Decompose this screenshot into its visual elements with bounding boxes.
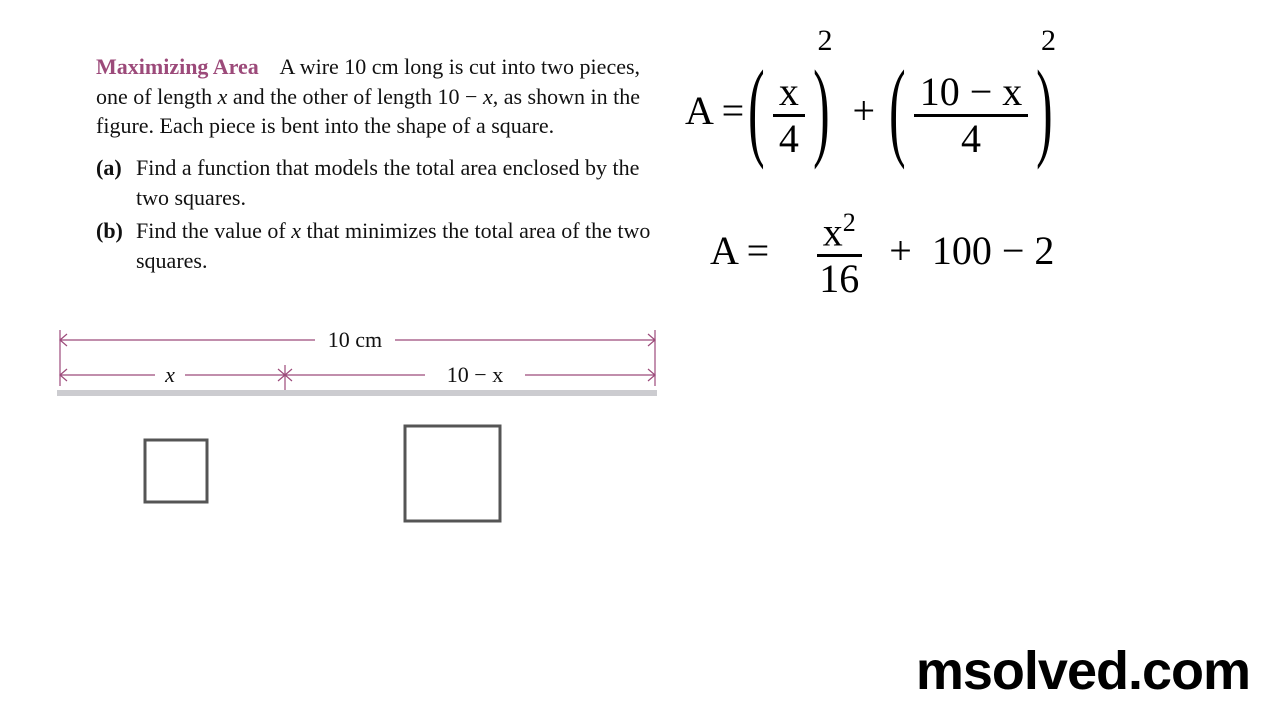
problem-title: Maximizing Area xyxy=(96,54,259,79)
small-square xyxy=(145,440,207,502)
handwritten-eq-2: A = x2 16 + 100 − 2 xyxy=(710,210,1054,299)
rparen-2: ) xyxy=(1036,54,1052,164)
left-label: x xyxy=(164,362,175,387)
part-a-text: Find a function that models the total ar… xyxy=(136,153,656,212)
part-b-text: Find the value of x that minimizes the t… xyxy=(136,216,656,275)
problem-body-mid: and the other of length 10 − xyxy=(227,84,483,109)
total-label: 10 cm xyxy=(328,327,382,352)
eq2-num-base: x xyxy=(823,209,843,254)
var-x-1: x xyxy=(218,84,228,109)
eq1-pow2: 2 xyxy=(1041,24,1056,57)
wire-diagram: 10 cm x 10 − x xyxy=(55,320,665,530)
lparen-2: ( xyxy=(889,54,905,164)
eq1-plus: + xyxy=(853,88,876,133)
eq1-lhs: A = xyxy=(685,88,744,133)
part-b-pre: Find the value of xyxy=(136,218,291,243)
large-square xyxy=(405,426,500,521)
handwritten-eq-1: A = ( x 4 )2 + ( 10 − x 4 )2 xyxy=(685,60,1056,170)
part-a: (a) Find a function that models the tota… xyxy=(96,153,656,212)
part-a-label: (a) xyxy=(96,153,136,212)
eq1-frac1: x 4 xyxy=(773,72,805,159)
parts-list: (a) Find a function that models the tota… xyxy=(96,153,656,276)
eq2-num-pow: 2 xyxy=(843,208,856,237)
problem-block: Maximizing Area A wire 10 cm long is cut… xyxy=(96,52,656,276)
eq1-t2-num: 10 − x xyxy=(914,72,1029,117)
part-b-label: (b) xyxy=(96,216,136,275)
part-b: (b) Find the value of x that minimizes t… xyxy=(96,216,656,275)
eq2-plus: + xyxy=(889,228,912,273)
part-b-x: x xyxy=(291,218,301,243)
lparen-1: ( xyxy=(748,54,764,164)
eq2-lhs: A = xyxy=(710,228,769,273)
eq2-num: x2 xyxy=(817,210,862,257)
eq2-den: 16 xyxy=(813,257,865,299)
eq1-pow1: 2 xyxy=(818,24,833,57)
right-label: 10 − x xyxy=(447,362,503,387)
watermark: msolved.com xyxy=(916,640,1250,702)
eq1-t1-num: x xyxy=(773,72,805,117)
var-x-2: x xyxy=(483,84,493,109)
eq2-frac: x2 16 xyxy=(813,210,865,299)
rparen-1: ) xyxy=(813,54,829,164)
eq2-rest: 100 − 2 xyxy=(932,228,1055,273)
eq1-frac2: 10 − x 4 xyxy=(914,72,1029,159)
eq1-t1-den: 4 xyxy=(773,117,805,159)
eq1-t2-den: 4 xyxy=(955,117,987,159)
